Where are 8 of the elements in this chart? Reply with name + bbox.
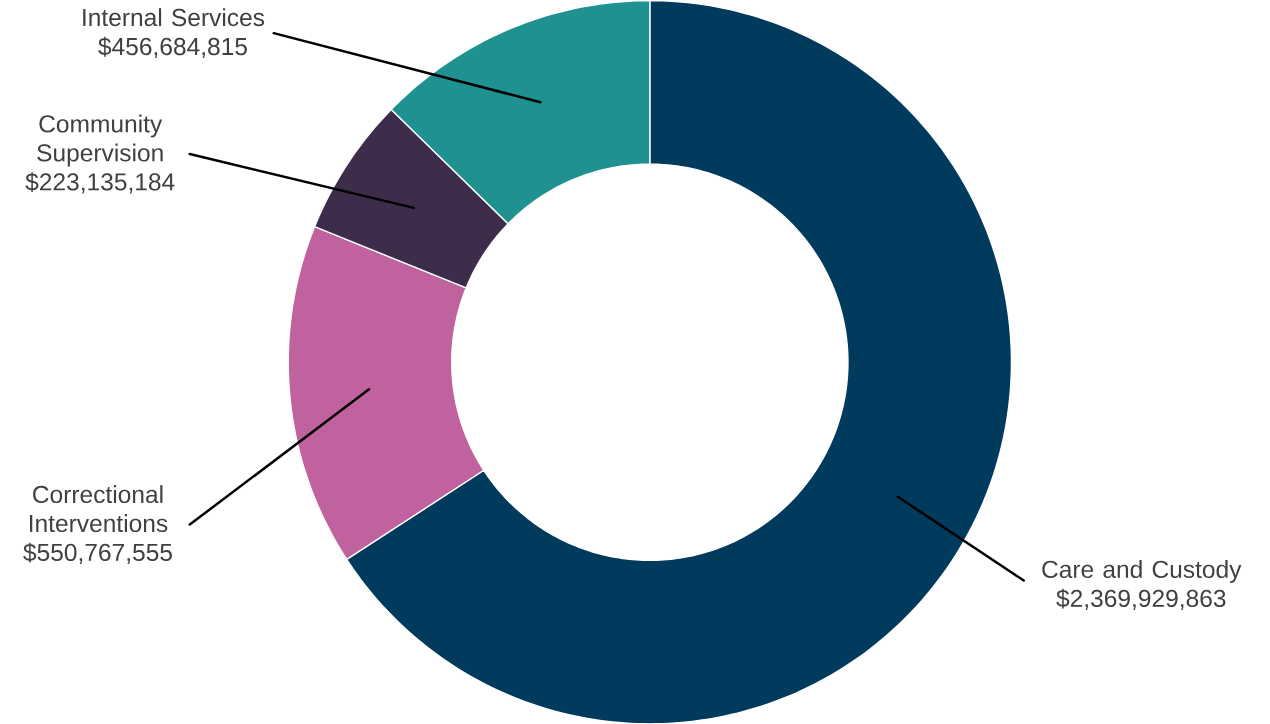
slice-label: Correctional Interventions	[30, 484, 168, 532]
slice-label: Community Supervision	[37, 114, 163, 167]
slice-label: Internal Services	[83, 7, 265, 26]
data-label: $2,369,929,863	[1056, 588, 1226, 610]
data-label: $550,767,555	[23, 542, 172, 564]
data-label: $223,135,184	[25, 171, 175, 194]
data-label: $456,684,815	[98, 36, 247, 58]
slice-label: Care and Custody	[1042, 559, 1242, 583]
